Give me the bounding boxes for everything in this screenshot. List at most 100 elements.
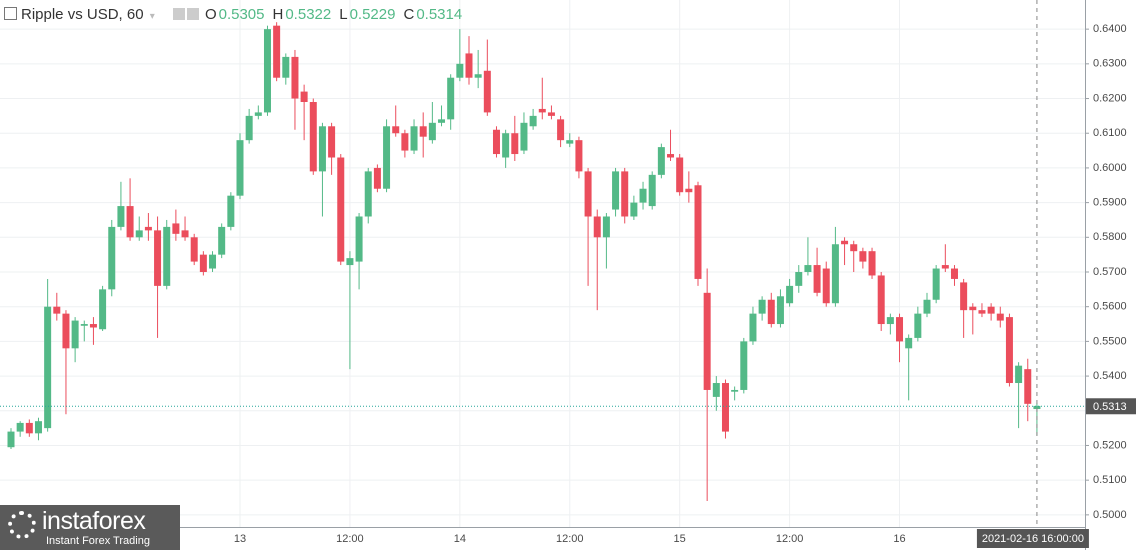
y-tick-label: 0.5700 bbox=[1093, 266, 1127, 278]
candle-body bbox=[245, 115, 253, 141]
candle-body bbox=[465, 53, 473, 78]
ohlc-label: L bbox=[339, 6, 348, 23]
candle-body bbox=[383, 126, 391, 189]
candle-body bbox=[328, 126, 336, 158]
logo-name: instaforex bbox=[42, 507, 146, 535]
candle-body bbox=[685, 188, 693, 193]
y-tick-label: 0.5000 bbox=[1093, 509, 1127, 521]
candle-body bbox=[905, 337, 913, 349]
candle-body bbox=[676, 157, 684, 193]
candle-body bbox=[547, 112, 555, 116]
candle-body bbox=[483, 70, 491, 113]
candle-body bbox=[529, 115, 537, 127]
candle-body bbox=[364, 171, 372, 217]
candle-body bbox=[117, 206, 125, 227]
candle-body bbox=[731, 389, 739, 392]
candle-body bbox=[62, 313, 70, 349]
settings-icon[interactable] bbox=[186, 8, 199, 20]
y-tick-label: 0.6100 bbox=[1093, 127, 1127, 139]
candle-body bbox=[373, 167, 381, 189]
collapse-icon[interactable] bbox=[4, 7, 17, 20]
y-tick-label: 0.5600 bbox=[1093, 301, 1127, 313]
candle-body bbox=[575, 140, 583, 172]
candle-body bbox=[492, 129, 500, 155]
candle-body bbox=[318, 126, 326, 172]
candle-body bbox=[758, 299, 766, 314]
crosshair-box bbox=[976, 529, 1089, 548]
x-tick-label: 12:00 bbox=[556, 533, 584, 545]
candle-body bbox=[859, 251, 867, 262]
candle-body bbox=[969, 306, 977, 311]
candle-body bbox=[584, 171, 592, 217]
candle-body bbox=[960, 282, 968, 311]
candle-body bbox=[447, 77, 455, 120]
ohlc-value: 0.5314 bbox=[416, 6, 463, 23]
candle-body bbox=[602, 216, 610, 238]
eye-icon[interactable] bbox=[172, 8, 185, 20]
chart-title: Ripple vs USD, 60 bbox=[21, 6, 144, 23]
logo: instaforex Instant Forex Trading bbox=[0, 505, 180, 550]
candle-body bbox=[126, 206, 134, 238]
ohlc-value: 0.5322 bbox=[285, 6, 332, 23]
logo-icon bbox=[8, 511, 36, 539]
candle-body bbox=[419, 126, 427, 137]
candle-body bbox=[34, 421, 42, 434]
candle-body bbox=[1033, 405, 1041, 410]
candle-body bbox=[657, 147, 665, 175]
candle-body bbox=[410, 126, 418, 151]
candle-body bbox=[172, 223, 180, 234]
candle-body bbox=[978, 310, 986, 314]
candle-body bbox=[44, 306, 52, 429]
candle-body bbox=[639, 188, 647, 203]
candle-body bbox=[987, 306, 995, 314]
candle-body bbox=[621, 171, 629, 217]
candle-body bbox=[630, 202, 638, 217]
candle-body bbox=[932, 268, 940, 300]
candle-body bbox=[667, 154, 675, 158]
candle-body bbox=[89, 324, 97, 328]
candle-body bbox=[886, 317, 894, 325]
candle-body bbox=[813, 265, 821, 293]
last-price-box bbox=[1086, 398, 1136, 415]
candle-body bbox=[401, 133, 409, 151]
candle-body bbox=[273, 25, 281, 78]
x-tick-label: 15 bbox=[674, 533, 686, 545]
y-tick-label: 0.6400 bbox=[1093, 23, 1127, 35]
candle-body bbox=[822, 268, 830, 304]
candle-body bbox=[1015, 365, 1023, 384]
candle-body bbox=[786, 285, 794, 304]
candle-body bbox=[428, 122, 436, 141]
candle-body bbox=[648, 174, 656, 207]
ohlc-value: 0.5305 bbox=[218, 6, 265, 23]
candle-body bbox=[740, 341, 748, 390]
x-tick-label: 12:00 bbox=[336, 533, 364, 545]
candle-body bbox=[868, 251, 876, 276]
candle-body bbox=[99, 289, 107, 330]
x-tick-label: 13 bbox=[234, 533, 246, 545]
chart-header: Ripple vs USD, 60 ▾ O 0.5305 H 0.5322 L 0.522… bbox=[0, 6, 470, 23]
candle-body bbox=[163, 226, 171, 286]
candle-body bbox=[300, 91, 308, 102]
candle-body bbox=[841, 240, 849, 245]
candle-body bbox=[291, 56, 299, 99]
ohlc-label: O bbox=[204, 6, 217, 23]
candle-body bbox=[16, 422, 24, 432]
candle-body bbox=[896, 317, 904, 342]
y-tick-label: 0.6000 bbox=[1093, 162, 1127, 174]
candle-body bbox=[831, 244, 839, 304]
candle-body bbox=[254, 112, 262, 116]
dropdown-arrow[interactable]: ▾ bbox=[149, 11, 155, 22]
x-tick-label: 16 bbox=[893, 533, 905, 545]
candle-body bbox=[538, 108, 546, 113]
candle-body bbox=[71, 320, 79, 349]
candle-body bbox=[996, 313, 1004, 321]
y-tick-label: 0.5200 bbox=[1093, 439, 1127, 451]
ohlc-label: C bbox=[403, 6, 415, 23]
candle-body bbox=[520, 122, 528, 151]
y-tick-label: 0.5500 bbox=[1093, 335, 1127, 347]
candle-body bbox=[80, 324, 88, 326]
candle-body bbox=[767, 299, 775, 325]
candle-body bbox=[236, 140, 244, 196]
candle-body bbox=[53, 306, 61, 314]
